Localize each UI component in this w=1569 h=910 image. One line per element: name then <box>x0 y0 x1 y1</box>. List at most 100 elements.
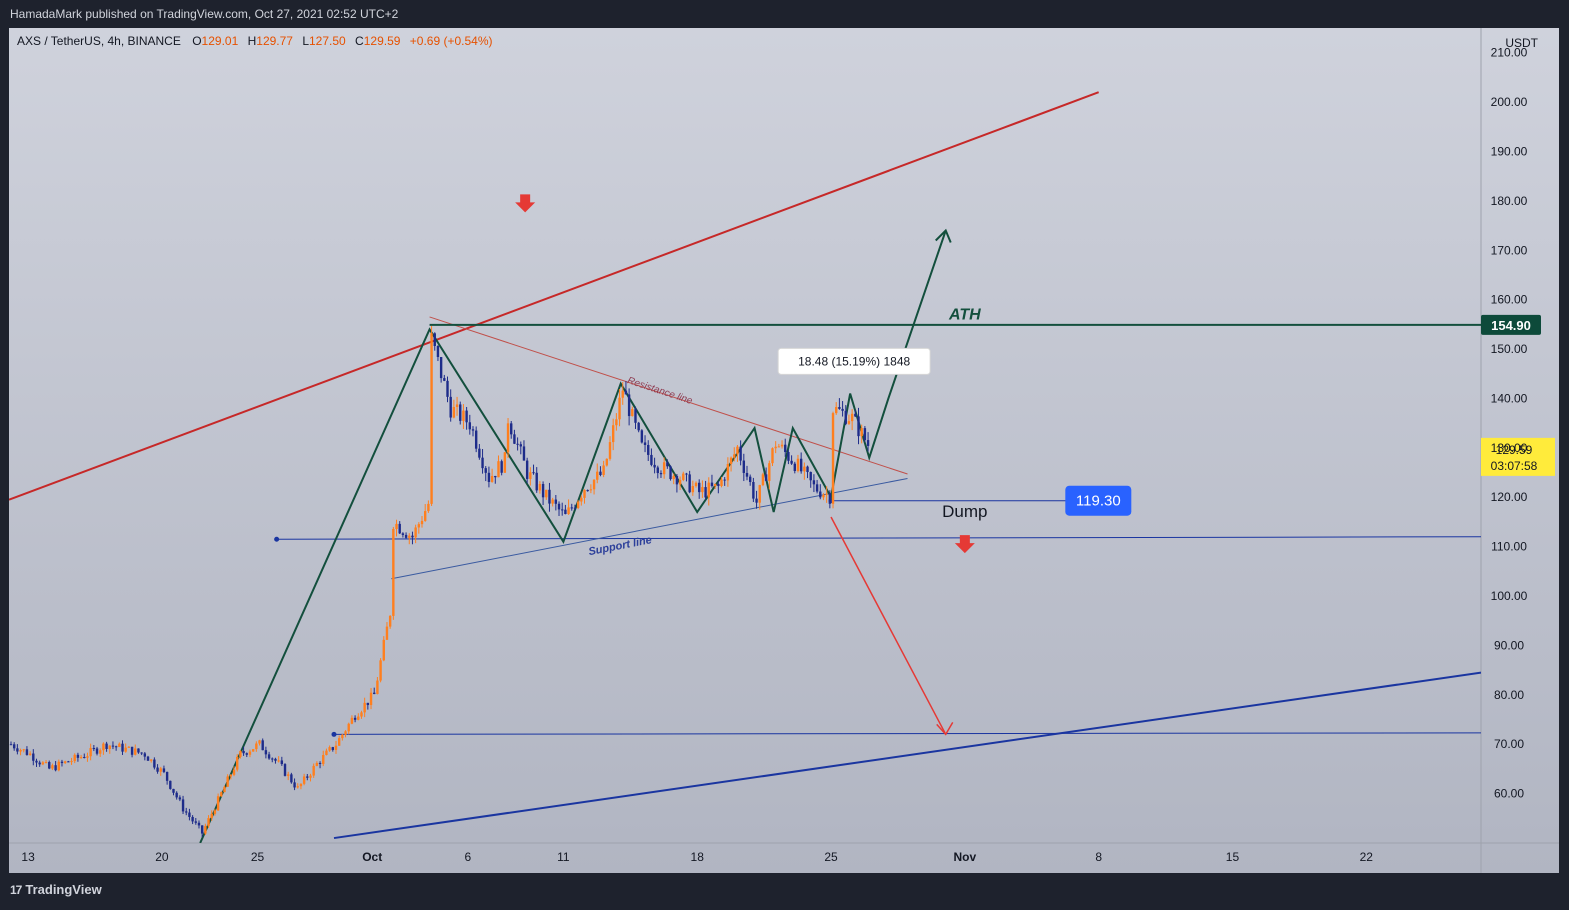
anchor-dot <box>274 536 280 542</box>
candle-body <box>443 378 446 381</box>
candle-body <box>822 494 825 498</box>
candle-body <box>841 408 844 411</box>
candle-body <box>271 758 274 760</box>
candle-body <box>564 509 567 515</box>
candle-body <box>229 774 233 777</box>
candle-body <box>755 498 758 503</box>
candle-body <box>713 483 717 487</box>
candle-body <box>704 487 707 498</box>
candle-body <box>847 421 851 424</box>
candle-body <box>172 788 175 793</box>
candle-body <box>395 523 398 529</box>
candle-body <box>353 717 357 720</box>
candle-body <box>149 759 153 761</box>
candle-body <box>274 758 277 761</box>
candle-body <box>423 511 427 521</box>
candle-body <box>35 760 38 763</box>
candle-body <box>19 750 22 752</box>
candle-body <box>388 615 392 627</box>
candle-body <box>717 483 720 487</box>
candle-body <box>618 397 621 420</box>
candle-body <box>643 442 647 445</box>
y-tick-label: 60.00 <box>1494 787 1524 801</box>
candle-body <box>290 774 293 783</box>
anchor-dot <box>331 731 337 737</box>
candle-body <box>146 756 150 761</box>
candle-body <box>242 750 245 754</box>
candle-body <box>850 413 854 422</box>
candle-body <box>653 464 656 468</box>
blue-channel-line <box>333 671 1481 840</box>
candle-body <box>216 796 220 811</box>
candle-body <box>525 460 529 479</box>
candle-body <box>251 749 255 752</box>
candle-body <box>296 786 299 788</box>
candle-body <box>283 764 287 776</box>
legend-c-value: 129.59 <box>364 34 401 48</box>
ath-price-badge <box>1481 314 1541 335</box>
y-tick-label: 120.00 <box>1491 490 1528 504</box>
candle-body <box>392 528 395 616</box>
legend-h-label: H <box>248 34 257 48</box>
candle-body <box>325 750 328 756</box>
tradingview-logo[interactable]: 17 TradingView <box>10 882 102 897</box>
candle-body <box>277 760 280 762</box>
x-tick-label: 11 <box>557 850 570 864</box>
candle-body <box>551 499 554 504</box>
candle-body <box>60 761 64 764</box>
candle-body <box>41 762 45 765</box>
candle-body <box>576 501 580 508</box>
ath-label: ATH <box>948 306 981 323</box>
candle-body <box>54 765 57 771</box>
chart-frame[interactable]: ATH Dump Resistance line Support line 18.48 … <box>9 28 1559 873</box>
candle-body <box>140 752 143 754</box>
candle-body <box>194 821 197 823</box>
candle-body <box>487 472 491 482</box>
candle-body <box>165 771 169 781</box>
candle-body <box>758 485 761 503</box>
x-tick-label: 22 <box>1360 850 1374 864</box>
candle-body <box>784 444 787 453</box>
price-axis[interactable]: 210.00 200.00 190.00 180.00 170.00 160.00 150.… <box>1491 46 1528 801</box>
candle-body <box>548 489 551 504</box>
candle-body <box>828 493 832 504</box>
candle-body <box>631 409 634 417</box>
candle-body <box>815 484 819 492</box>
candle-body <box>446 380 449 397</box>
countdown-text: 03:07:58 <box>1491 459 1538 473</box>
candle-body <box>328 747 331 751</box>
candle-body <box>592 479 596 490</box>
candle-body <box>726 463 730 481</box>
candle-body <box>169 780 172 789</box>
candle-body <box>624 390 628 395</box>
x-tick-label: 13 <box>21 850 35 864</box>
candle-body <box>38 762 41 765</box>
y-tick-label: 190.00 <box>1491 144 1528 158</box>
time-axis[interactable]: 13 20 25 Oct 6 11 18 25 Nov 8 15 22 <box>21 850 1373 864</box>
candle-body <box>70 761 73 763</box>
candle-body <box>459 404 462 421</box>
y-tick-label: 100.00 <box>1491 589 1528 603</box>
support-price-badge-text: 119.30 <box>1076 493 1121 510</box>
candle-body <box>220 792 223 797</box>
candle-body <box>471 429 475 431</box>
x-tick-label: Oct <box>362 850 382 864</box>
drawings-layer <box>9 91 1481 843</box>
candle-body <box>114 746 118 748</box>
candle-body <box>497 461 500 478</box>
legend-symbol: AXS / TetherUS, 4h, BINANCE <box>17 34 181 48</box>
candle-body <box>436 345 440 357</box>
candle-body <box>669 466 672 480</box>
candle-body <box>357 716 360 720</box>
candle-body <box>678 479 682 485</box>
candle-body <box>720 479 723 487</box>
x-tick-label: Nov <box>954 850 977 864</box>
candle-body <box>739 446 742 461</box>
candle-body <box>838 407 841 409</box>
candle-body <box>32 753 35 761</box>
candle-body <box>322 755 325 764</box>
candle-body <box>748 476 752 482</box>
candle-body <box>662 462 666 475</box>
candle-body <box>510 423 513 435</box>
